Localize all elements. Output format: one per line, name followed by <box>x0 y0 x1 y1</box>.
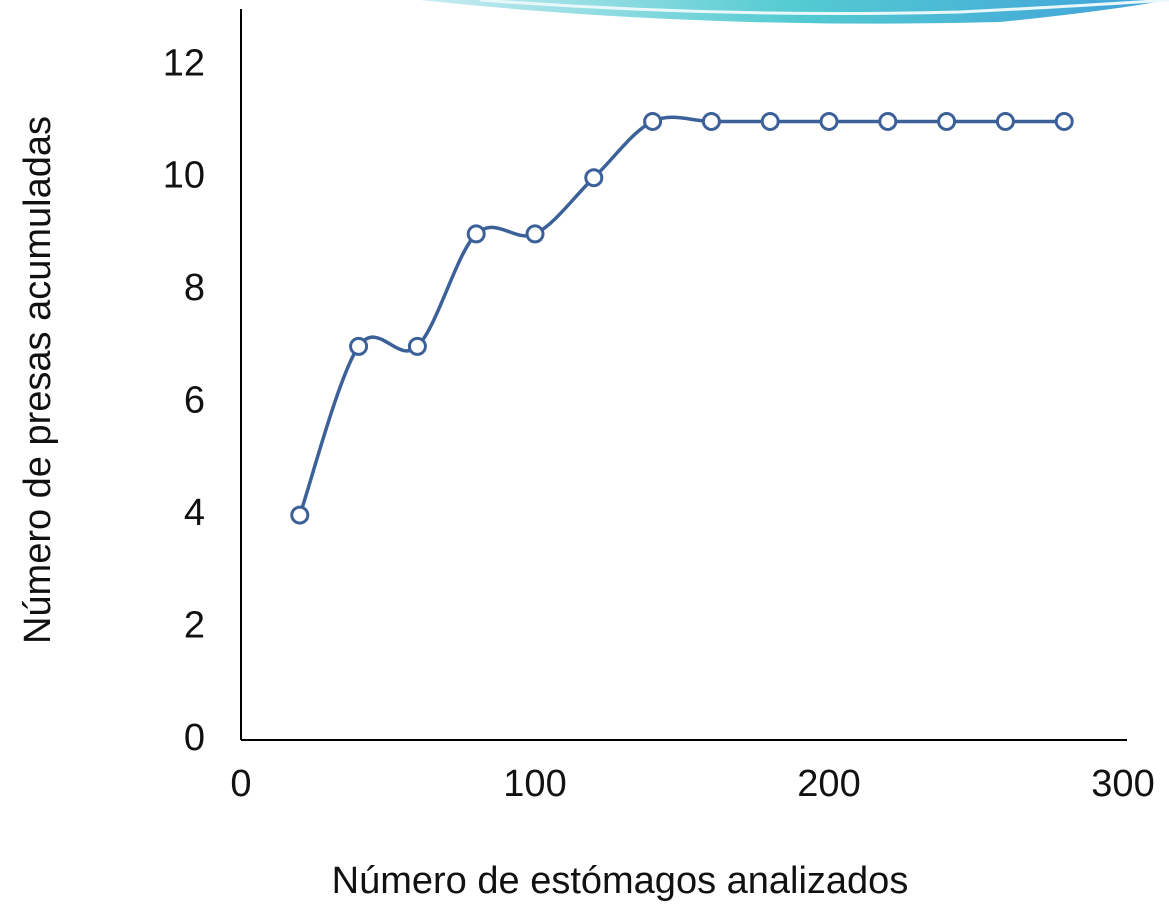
point <box>995 111 1015 131</box>
point <box>937 111 957 131</box>
point <box>407 336 427 356</box>
point <box>701 111 721 131</box>
y-tick-label: 2 <box>184 605 205 647</box>
point <box>760 111 780 131</box>
point <box>1054 111 1074 131</box>
x-tick-label: 300 <box>1091 763 1154 805</box>
x-tick-label: 100 <box>503 763 566 805</box>
point <box>584 168 604 188</box>
point <box>643 111 663 131</box>
x-tick-label: 0 <box>230 763 251 805</box>
point <box>819 111 839 131</box>
x-tick-label: 200 <box>797 763 860 805</box>
y-tick-label: 12 <box>163 42 205 84</box>
x-axis-label: Número de estómagos analizados <box>332 860 909 902</box>
y-tick-label: 0 <box>184 717 205 759</box>
decor-swoosh-line <box>479 0 1169 15</box>
point <box>878 111 898 131</box>
series-line <box>298 115 1065 516</box>
y-tick-label: 8 <box>184 267 205 309</box>
point <box>290 505 310 525</box>
y-tick-label: 10 <box>163 155 205 197</box>
y-tick-label: 6 <box>184 380 205 422</box>
y-tick-label: 4 <box>184 492 205 534</box>
y-axis-label: Número de presas acumuladas <box>17 116 59 644</box>
point <box>349 336 369 356</box>
point <box>466 224 486 244</box>
point <box>525 224 545 244</box>
